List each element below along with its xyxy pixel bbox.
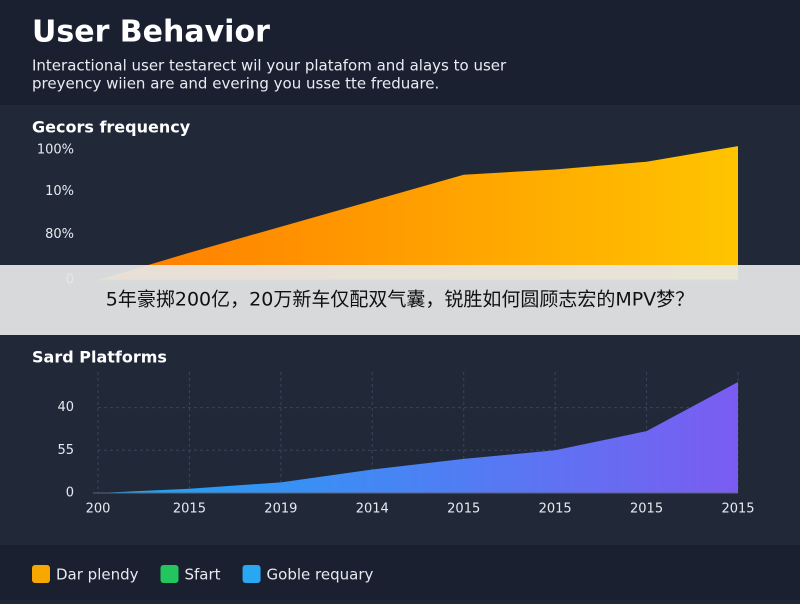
chart-title: Gecors frequency [32,118,191,137]
x-tick-label: 2015 [630,502,663,517]
x-tick-label: 2015 [173,502,206,517]
chart-title: Sard Platforms [32,348,167,367]
y-tick-label: 10% [45,184,74,199]
legend-label: Goble requary [267,566,374,584]
y-tick-label: 100% [37,143,74,158]
x-tick-label: 200 [86,502,111,517]
legend-swatch [32,565,50,583]
subtitle: preyency wiien are and evering you usse … [32,75,439,93]
x-tick-label: 2015 [721,502,754,517]
header-bg [0,0,800,105]
area [98,146,738,280]
y-tick-label: 80% [45,227,74,242]
banner-text: 5年豪掷200亿，20万新车仅配双气囊，锐胜如何圆顾志宏的MPV梦？ [106,289,694,311]
page-title: User Behavior [32,15,270,50]
legend-bg [0,545,800,600]
y-tick-label: 40 [57,400,74,415]
x-tick-label: 2015 [447,502,480,517]
x-tick-label: 2014 [356,502,389,517]
legend-swatch [242,565,261,583]
subtitle: Interactional user testarect wil your pl… [32,57,507,75]
y-tick-label: 0 [66,486,74,501]
area [98,382,738,493]
legend-label: Dar plendy [56,566,139,584]
legend-label: Sfart [185,566,221,584]
x-tick-label: 2019 [264,502,297,517]
y-tick-label: 55 [57,443,74,458]
x-tick-label: 2015 [539,502,572,517]
banner-bg [0,265,800,335]
legend-swatch [160,565,179,583]
